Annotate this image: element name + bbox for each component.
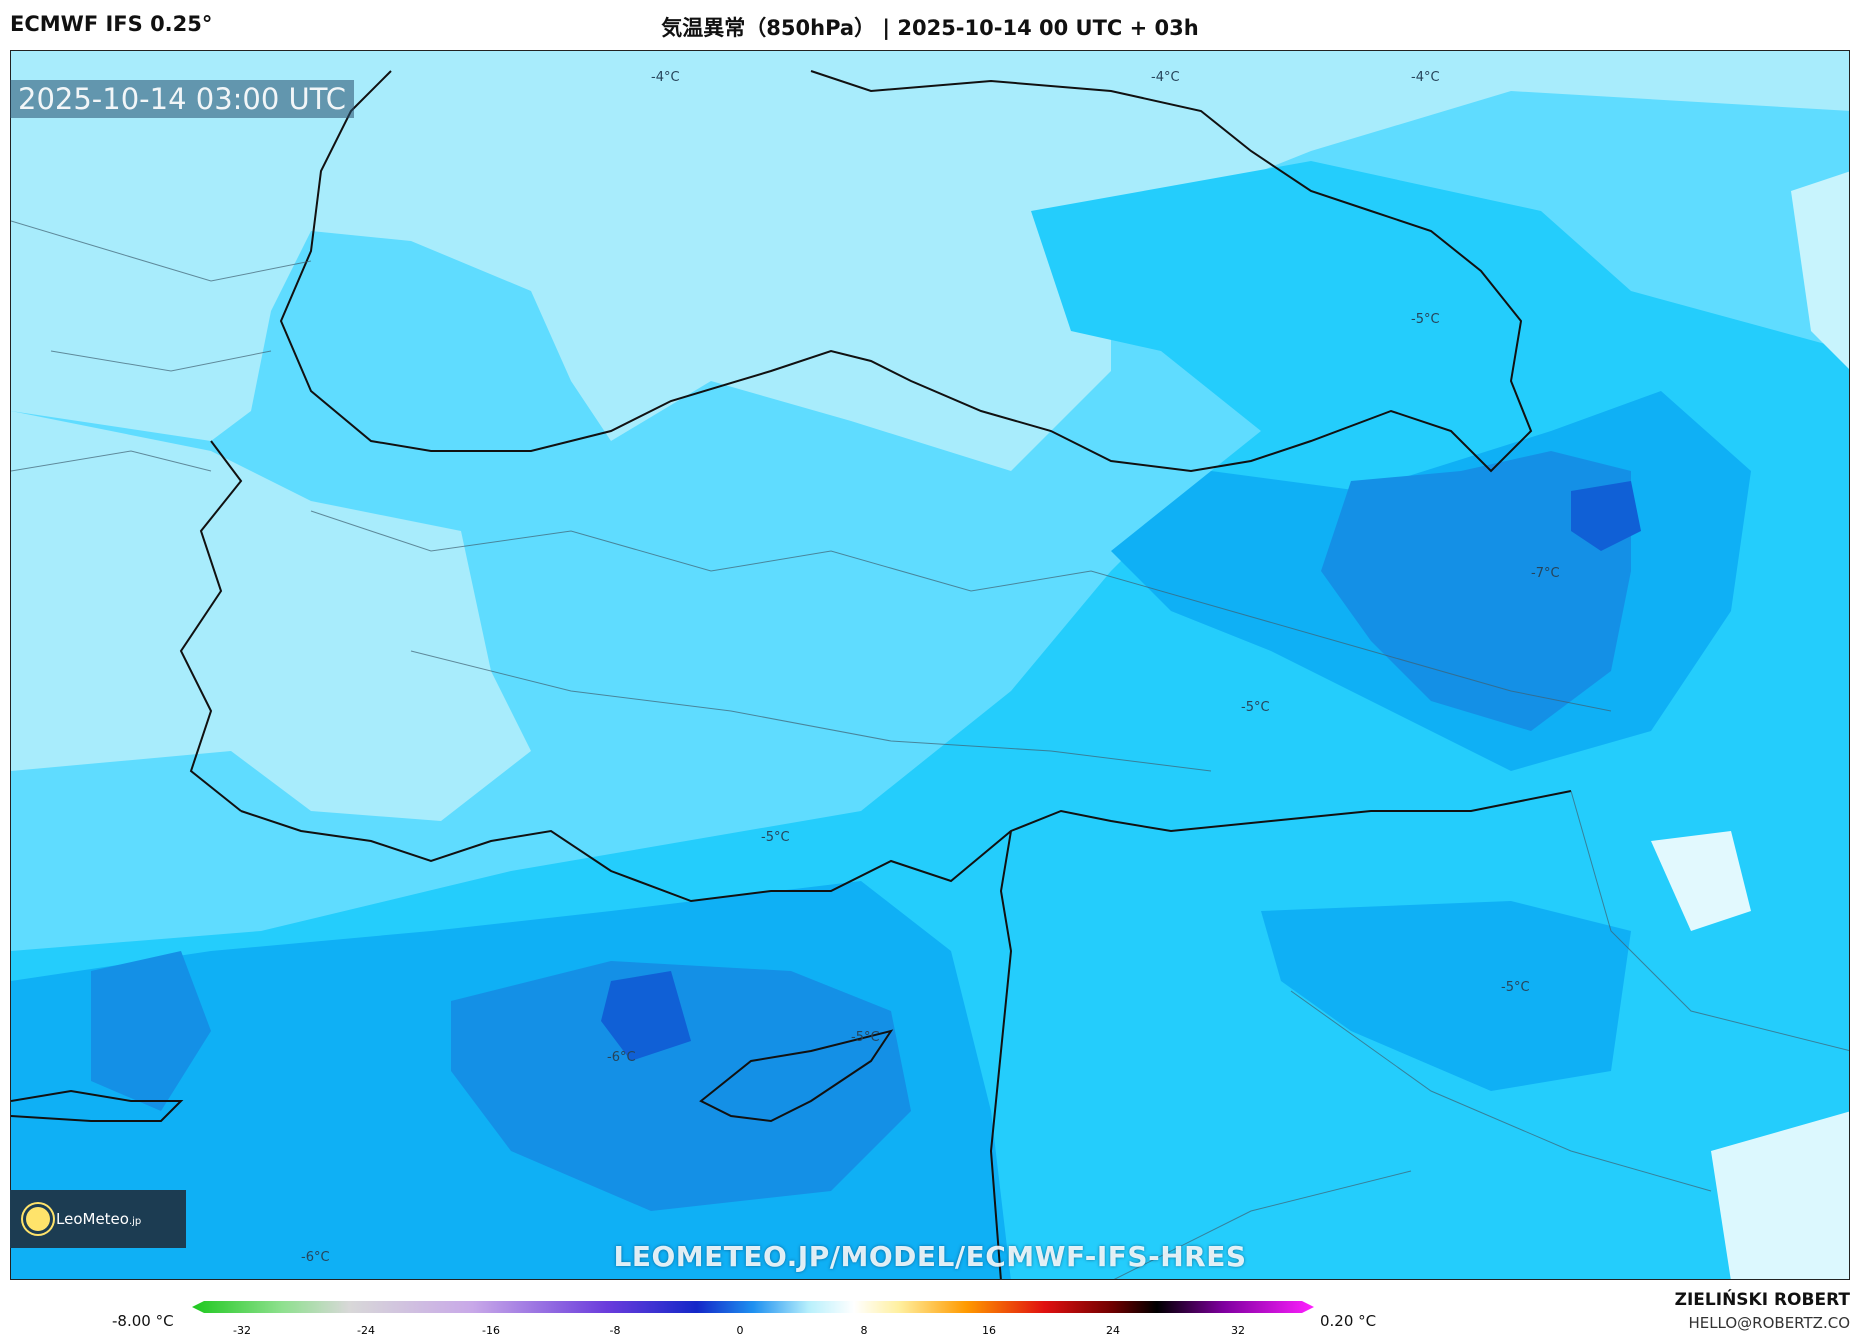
legend-tick: -32 xyxy=(233,1324,251,1337)
coastline-black-sea xyxy=(279,70,1533,473)
deep-band-south xyxy=(451,961,911,1211)
contour-label: -5°C xyxy=(1241,700,1270,715)
deep-band-east xyxy=(1321,451,1631,731)
contour-label: -5°C xyxy=(851,1030,880,1045)
author-name: ZIELIŃSKI ROBERT xyxy=(1674,1290,1850,1310)
darkest-core-south xyxy=(601,971,691,1061)
legend-max-label: 0.20 °C xyxy=(1320,1312,1377,1330)
pale-anomaly-region-west xyxy=(11,411,531,821)
legend-scale: -32 -24 -16 -8 0 8 16 24 32 xyxy=(192,1301,1314,1337)
map-title: 気温異常（850hPa） | 2025-10-14 00 UTC + 03h xyxy=(661,16,1199,40)
legend-min-label: -8.00 °C xyxy=(112,1312,174,1330)
legend-tick: -24 xyxy=(357,1324,375,1337)
contour-label: -4°C xyxy=(651,70,680,85)
leometeo-logo: LeoMeteo.jp xyxy=(10,1190,186,1248)
color-legend: -32 -24 -16 -8 0 8 16 24 32 xyxy=(192,1300,1322,1342)
coastline-aegean xyxy=(179,440,243,812)
border-lines xyxy=(310,510,1849,1279)
map-area: -4°C -4°C -4°C -5°C -7°C -5°C -5°C -5°C … xyxy=(10,50,1850,1280)
author-email: HELLO@ROBERTZ.CO xyxy=(1688,1314,1850,1332)
source-watermark: LEOMETEO.JP/MODEL/ECMWF-IFS-HRES xyxy=(613,1240,1247,1273)
valid-time-badge: 2025-10-14 03:00 UTC xyxy=(10,80,355,118)
deep-band-sw xyxy=(91,951,211,1111)
coastline-turkey-south xyxy=(240,790,1572,903)
legend-tick: 32 xyxy=(1231,1324,1245,1337)
cyprus-outline xyxy=(699,1029,894,1123)
crete-outline xyxy=(11,1089,184,1122)
very-pale-patch-southeast xyxy=(1711,1111,1849,1279)
darkest-core xyxy=(1571,481,1641,551)
contour-label: -6°C xyxy=(607,1050,636,1065)
contour-label: -5°C xyxy=(1501,980,1530,995)
temperature-anomaly-field: -4°C -4°C -4°C -5°C -7°C -5°C -5°C -5°C … xyxy=(11,51,1849,1279)
contour-label: -6°C xyxy=(301,1250,330,1265)
coastline-levant xyxy=(989,830,1013,1279)
logo-text: LeoMeteo.jp xyxy=(56,1210,142,1228)
contour-label: -5°C xyxy=(761,830,790,845)
sun-icon xyxy=(26,1207,50,1231)
contour-label: -7°C xyxy=(1531,566,1560,581)
legend-tick: 16 xyxy=(982,1324,996,1337)
legend-tick: 8 xyxy=(861,1324,868,1337)
contour-label: -4°C xyxy=(1411,70,1440,85)
legend-tick: -8 xyxy=(610,1324,621,1337)
legend-tick: 0 xyxy=(737,1324,744,1337)
border-lines-balkans xyxy=(11,220,312,472)
model-name: ECMWF IFS 0.25° xyxy=(10,12,213,36)
legend-tick: 24 xyxy=(1106,1324,1120,1337)
very-pale-patch-iraq xyxy=(1651,831,1751,931)
contour-label: -4°C xyxy=(1151,70,1180,85)
pale-anomaly-region xyxy=(11,51,1849,471)
very-pale-patch-east xyxy=(1791,171,1849,369)
legend-tick: -16 xyxy=(482,1324,500,1337)
contour-label: -5°C xyxy=(1411,312,1440,327)
strong-band-syria xyxy=(1261,901,1631,1091)
